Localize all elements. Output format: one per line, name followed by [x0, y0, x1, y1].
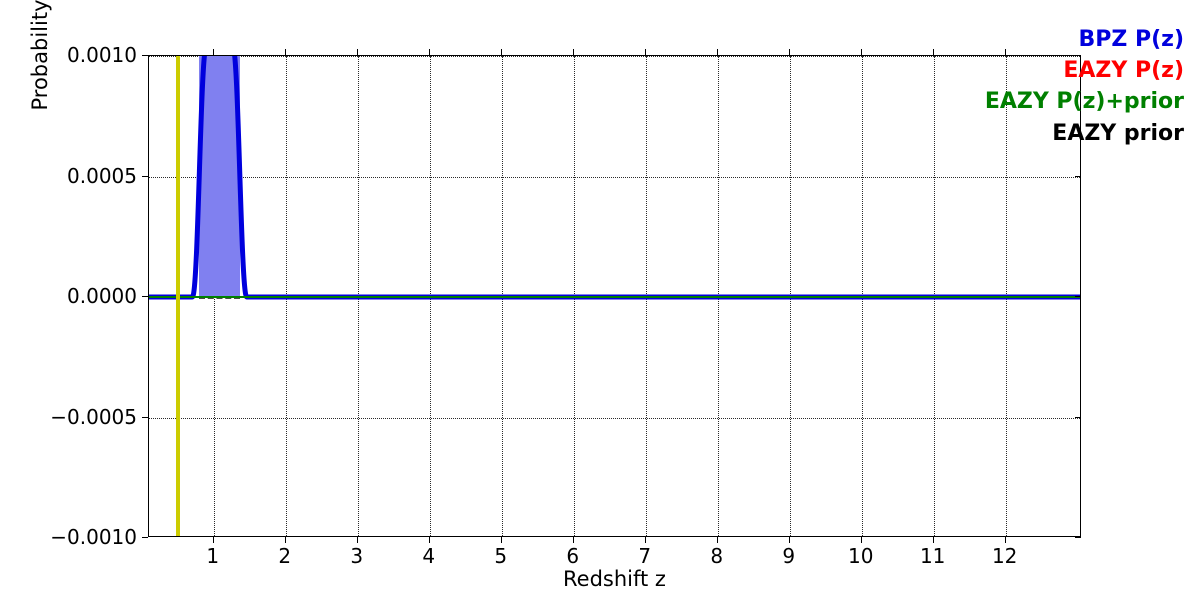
x-tick-label-8: 8 — [710, 544, 724, 568]
x-tick-5 — [500, 537, 502, 543]
x-tick-1 — [212, 537, 214, 543]
x-tick-top-12 — [1004, 49, 1006, 55]
plot-axes-area — [148, 55, 1081, 537]
x-tick-2 — [284, 537, 286, 543]
y-tick-label-0: 0.0010 — [67, 43, 137, 67]
x-tick-top-7 — [644, 49, 646, 55]
y-tick-label-2: 0.0000 — [67, 284, 137, 308]
y-tick-label-1: 0.0005 — [67, 163, 137, 188]
y-tick-label-4: −0.0010 — [50, 525, 137, 549]
y-tick-3 — [142, 416, 148, 418]
x-tick-top-8 — [716, 49, 718, 55]
gridline-y--0.0005 — [149, 417, 1080, 419]
x-tick-top-2 — [284, 49, 286, 55]
x-tick-top-3 — [356, 49, 358, 55]
x-tick-top-9 — [788, 49, 790, 55]
x-tick-9 — [788, 537, 790, 543]
x-tick-top-10 — [860, 49, 862, 55]
x-tick-label-11: 11 — [919, 544, 946, 568]
y-tick-2 — [142, 296, 148, 297]
y-tick-0 — [142, 55, 148, 56]
y-tick-4 — [142, 537, 148, 538]
x-tick-top-11 — [932, 49, 934, 55]
data-layer — [149, 56, 1080, 536]
x-tick-label-5: 5 — [494, 544, 508, 568]
x-tick-top-6 — [572, 49, 574, 55]
gridline-y-0.0005 — [149, 176, 1080, 178]
x-tick-label-4: 4 — [422, 544, 436, 568]
x-tick-label-1: 1 — [206, 544, 220, 568]
legend-entry-eazy-prior: EAZY prior — [1052, 120, 1184, 146]
chart-legend: BPZ P(z) EAZY P(z) EAZY P(z)+prior EAZY … — [985, 24, 1184, 149]
y-tick-right-3 — [1075, 416, 1081, 418]
x-tick-label-6: 6 — [566, 544, 580, 568]
y-tick-right-1 — [1075, 175, 1081, 177]
series-bpz-pz-line — [149, 56, 1080, 300]
x-tick-12 — [1004, 537, 1006, 543]
legend-entry-bpz-pz: BPZ P(z) — [1078, 27, 1184, 52]
x-tick-3 — [356, 537, 358, 543]
y-axis-label: Probability — [28, 0, 52, 111]
x-tick-7 — [644, 537, 646, 543]
x-tick-label-3: 3 — [350, 544, 364, 568]
x-tick-label-2: 2 — [278, 544, 292, 568]
x-tick-label-12: 12 — [991, 544, 1018, 568]
y-tick-right-4 — [1075, 537, 1081, 538]
x-tick-label-9: 9 — [782, 544, 796, 568]
spectroscopic-redshift-line — [175, 56, 180, 536]
y-tick-right-2 — [1075, 296, 1081, 297]
y-tick-right-0 — [1075, 55, 1081, 56]
legend-entry-eazy-pz-prior: EAZY P(z)+prior — [984, 89, 1184, 115]
x-tick-10 — [860, 537, 862, 543]
x-tick-top-1 — [212, 49, 214, 55]
series-eazy-pz-prior — [149, 296, 1080, 298]
x-tick-top-4 — [428, 49, 430, 55]
x-axis-label: Redshift z — [563, 567, 666, 591]
x-tick-11 — [932, 537, 934, 543]
x-tick-top-5 — [500, 49, 502, 55]
x-tick-6 — [572, 537, 574, 543]
series-bpz-pz-fill — [199, 56, 240, 297]
legend-entry-eazy-pz: EAZY P(z) — [1063, 58, 1184, 84]
x-tick-label-10: 10 — [847, 544, 874, 568]
x-tick-8 — [716, 537, 718, 543]
y-tick-label-3: −0.0005 — [50, 404, 137, 429]
x-tick-4 — [428, 537, 430, 543]
y-tick-1 — [142, 175, 148, 177]
gridline-y-0.001 — [149, 56, 1080, 57]
x-tick-label-7: 7 — [638, 544, 652, 568]
